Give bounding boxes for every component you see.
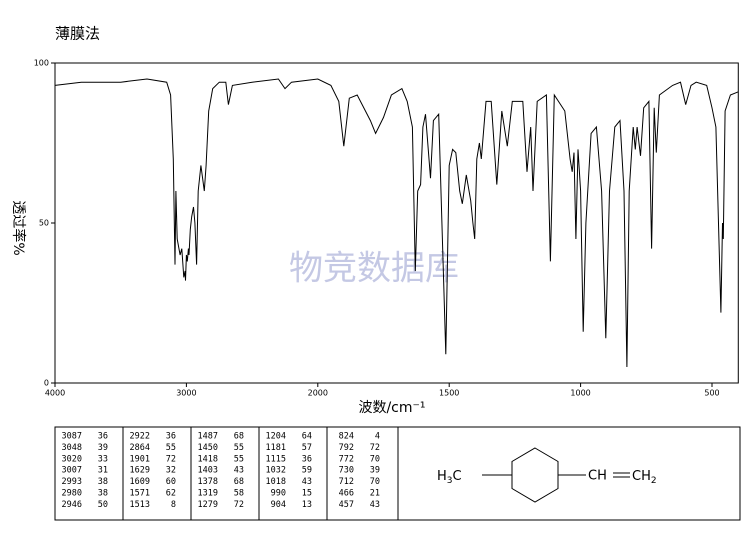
peak-wavenumber: 1018 (266, 477, 286, 487)
peak-transmittance: 13 (302, 500, 312, 510)
peak-wavenumber: 2922 (130, 432, 150, 442)
peak-wavenumber: 1115 (266, 454, 286, 464)
peak-transmittance: 21 (370, 489, 380, 499)
y-tick-label: 100 (34, 59, 49, 68)
peak-transmittance: 32 (166, 466, 176, 476)
peak-wavenumber: 3020 (62, 454, 82, 464)
peak-transmittance: 4 (375, 432, 380, 442)
peak-wavenumber: 1279 (198, 500, 218, 510)
peak-wavenumber: 1609 (130, 477, 150, 487)
peak-transmittance: 38 (98, 489, 108, 499)
methyl-label: H3C (437, 469, 462, 486)
peak-wavenumber: 1571 (130, 489, 150, 499)
x-axis-label: 波数/cm⁻¹ (358, 400, 425, 416)
x-tick-label: 1000 (570, 389, 590, 398)
peak-transmittance: 60 (166, 477, 176, 487)
peak-transmittance: 36 (302, 454, 312, 464)
peak-transmittance: 72 (370, 443, 380, 453)
peak-transmittance: 55 (234, 443, 244, 453)
peak-transmittance: 8 (171, 500, 176, 510)
peak-transmittance: 55 (166, 443, 176, 453)
peak-transmittance: 55 (234, 454, 244, 464)
peak-transmittance: 43 (370, 500, 380, 510)
peak-transmittance: 33 (98, 454, 108, 464)
peak-wavenumber: 990 (271, 489, 286, 499)
peak-wavenumber: 2946 (62, 500, 82, 510)
peak-wavenumber: 904 (271, 500, 286, 510)
peak-wavenumber: 1204 (266, 432, 286, 442)
peak-wavenumber: 2993 (62, 477, 82, 487)
peak-wavenumber: 2864 (130, 443, 150, 453)
vinyl-ch-label: CH (588, 469, 607, 484)
peak-wavenumber: 2980 (62, 489, 82, 499)
peak-transmittance: 58 (234, 489, 244, 499)
peak-transmittance: 59 (302, 466, 312, 476)
peak-transmittance: 36 (98, 432, 108, 442)
peak-wavenumber: 466 (339, 489, 354, 499)
watermark: 物竞数据库 (289, 249, 459, 289)
x-tick-label: 2000 (308, 389, 328, 398)
peak-wavenumber: 1032 (266, 466, 286, 476)
peak-wavenumber: 1901 (130, 454, 150, 464)
peak-wavenumber: 3087 (62, 432, 82, 442)
spectrum-line (54, 78, 739, 368)
peak-wavenumber: 1487 (198, 432, 218, 442)
peak-wavenumber: 772 (339, 454, 354, 464)
peak-transmittance: 43 (302, 477, 312, 487)
y-tick-label: 50 (39, 219, 49, 228)
peak-wavenumber: 712 (339, 477, 354, 487)
peak-transmittance: 64 (302, 432, 312, 442)
peak-wavenumber: 3007 (62, 466, 82, 476)
peak-transmittance: 70 (370, 454, 380, 464)
peak-transmittance: 36 (166, 432, 176, 442)
peak-transmittance: 43 (234, 466, 244, 476)
peak-wavenumber: 1418 (198, 454, 218, 464)
peak-transmittance: 39 (98, 443, 108, 453)
vinyl-ch2-label: CH2 (632, 469, 657, 486)
peak-transmittance: 68 (234, 477, 244, 487)
peak-wavenumber: 792 (339, 443, 354, 453)
peak-transmittance: 38 (98, 477, 108, 487)
peak-wavenumber: 1319 (198, 489, 218, 499)
peak-transmittance: 70 (370, 477, 380, 487)
y-tick-label: 0 (44, 379, 49, 388)
peak-transmittance: 72 (166, 454, 176, 464)
peak-transmittance: 62 (166, 489, 176, 499)
peak-wavenumber: 824 (339, 432, 354, 442)
peak-wavenumber: 3048 (62, 443, 82, 453)
peak-transmittance: 68 (234, 432, 244, 442)
peak-transmittance: 39 (370, 466, 380, 476)
x-tick-label: 500 (704, 389, 719, 398)
peak-transmittance: 72 (234, 500, 244, 510)
x-tick-label: 3000 (176, 389, 196, 398)
peak-wavenumber: 1629 (130, 466, 150, 476)
peak-wavenumber: 1450 (198, 443, 218, 453)
peak-wavenumber: 730 (339, 466, 354, 476)
benzene-ring (511, 447, 559, 503)
peak-transmittance: 31 (98, 466, 108, 476)
peak-transmittance: 57 (302, 443, 312, 453)
y-axis-label: 透过率% (10, 200, 27, 255)
peak-transmittance: 50 (98, 500, 108, 510)
peak-wavenumber: 1513 (130, 500, 150, 510)
peak-wavenumber: 1181 (266, 443, 286, 453)
peak-transmittance: 15 (302, 489, 312, 499)
peak-wavenumber: 1403 (198, 466, 218, 476)
plot-frame (54, 62, 739, 384)
peak-wavenumber: 1378 (198, 477, 218, 487)
x-tick-label: 4000 (45, 389, 65, 398)
chart-title: 薄膜法 (55, 25, 100, 43)
x-tick-label: 1500 (439, 389, 459, 398)
peak-wavenumber: 457 (339, 500, 354, 510)
